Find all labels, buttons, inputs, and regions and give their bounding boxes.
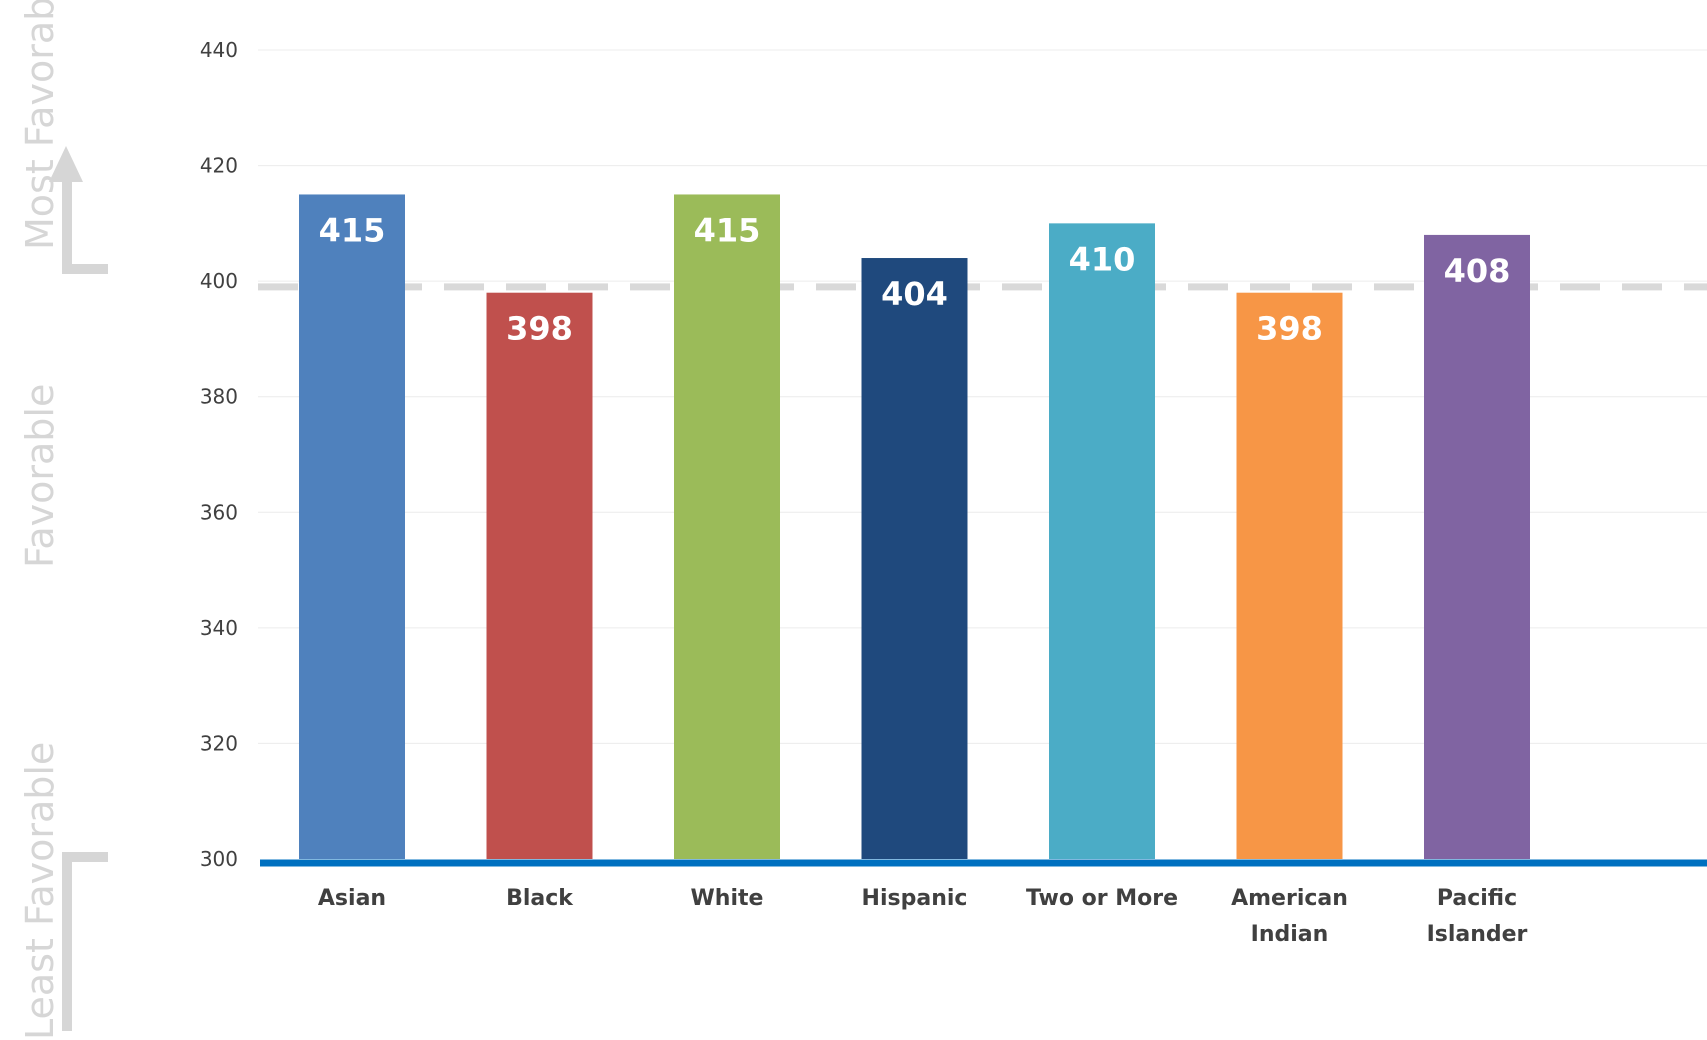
up-arrow-icon (49, 146, 108, 274)
y-tick-label: 360 (200, 500, 238, 524)
y-tick-label: 420 (200, 154, 238, 178)
x-tick-label: American Indian (1231, 886, 1348, 947)
data-label: 408 (1444, 252, 1511, 290)
bar (674, 194, 780, 859)
data-label: 415 (694, 211, 761, 249)
data-label: 398 (506, 310, 573, 348)
y-tick-label: 320 (200, 731, 238, 755)
data-label: 398 (1256, 310, 1323, 348)
bar (1424, 234, 1530, 859)
y-tick-label: 300 (200, 847, 238, 871)
x-tick-label: Two or More (1026, 886, 1178, 911)
x-tick-label: Black (506, 886, 574, 911)
bar (1236, 292, 1343, 859)
bar (299, 194, 405, 859)
down-arrow-icon (62, 852, 108, 1031)
y-tick-label: 380 (200, 385, 238, 409)
y-tick-label: 400 (200, 269, 238, 293)
x-tick-label: White (691, 886, 764, 911)
x-tick-label: Pacific Islander (1427, 886, 1528, 947)
y-tick-label: 340 (200, 616, 238, 640)
data-label: 415 (319, 211, 386, 249)
bar (1049, 223, 1155, 859)
data-label: 410 (1069, 240, 1136, 278)
x-tick-label: Asian (318, 886, 386, 911)
bar (861, 258, 968, 859)
x-tick-label: Hispanic (862, 886, 968, 911)
y-tick-label: 440 (200, 38, 238, 62)
data-label: 404 (881, 275, 948, 313)
bar (486, 292, 593, 859)
